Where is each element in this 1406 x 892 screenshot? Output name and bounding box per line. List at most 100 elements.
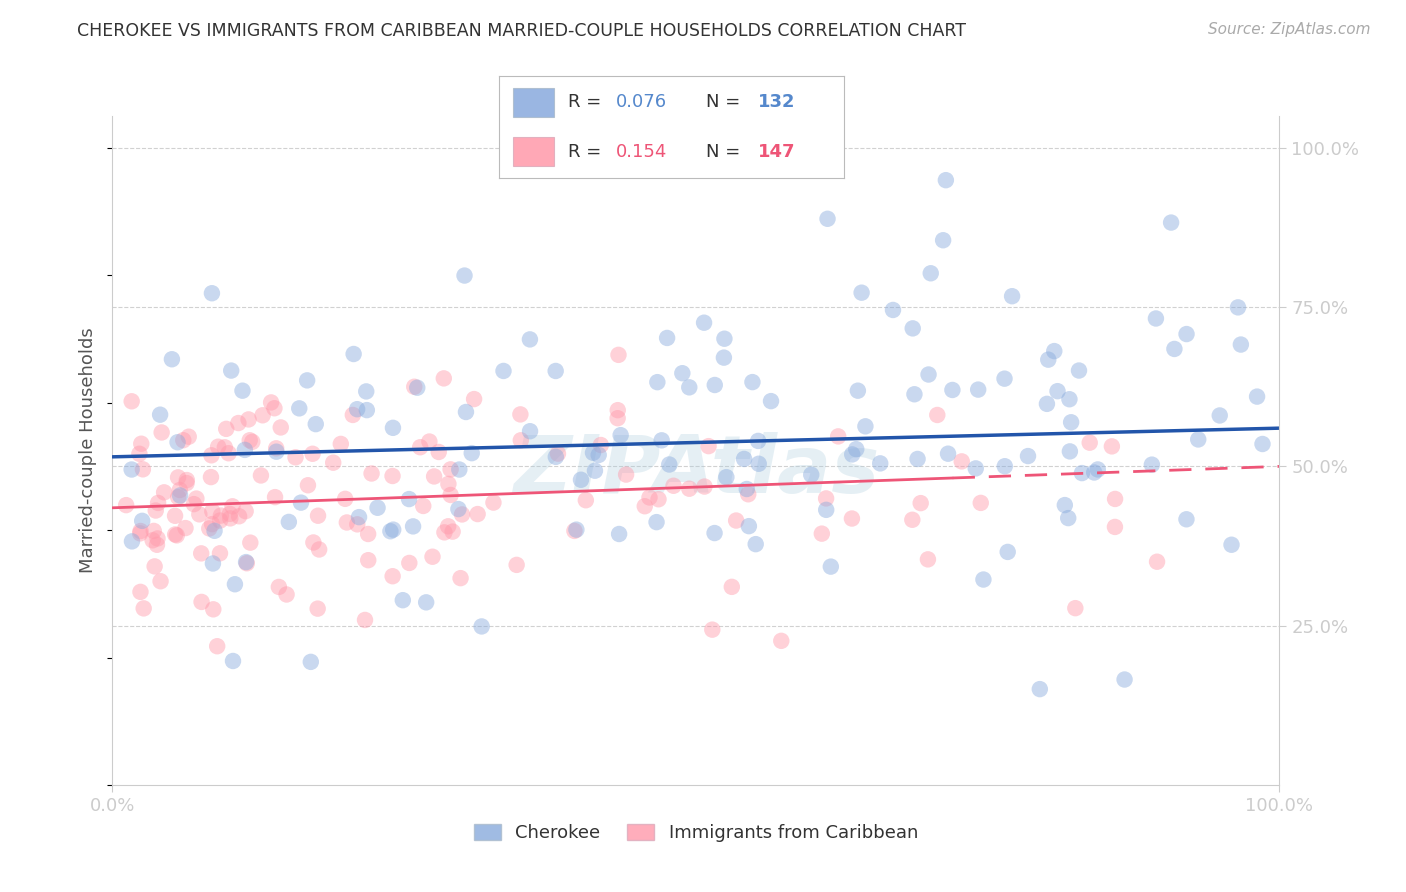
Point: [614, 467, 637, 482]
Point: [131, 514, 153, 528]
Point: [132, 462, 155, 476]
Point: [240, 434, 263, 449]
Point: [204, 524, 226, 538]
Point: [415, 595, 437, 609]
Point: [841, 511, 863, 525]
Point: [381, 421, 404, 435]
Point: [1057, 511, 1080, 525]
Point: [1160, 216, 1182, 230]
Point: [146, 532, 169, 546]
Point: [342, 408, 364, 422]
Point: [382, 523, 405, 537]
Point: [308, 542, 330, 557]
Point: [121, 394, 143, 409]
Point: [569, 473, 592, 487]
Point: [716, 470, 738, 484]
Point: [564, 524, 586, 538]
Point: [1140, 458, 1163, 472]
Point: [449, 462, 471, 476]
Point: [565, 523, 588, 537]
Point: [201, 286, 224, 301]
Point: [855, 419, 877, 434]
Point: [747, 434, 769, 448]
Point: [276, 587, 298, 601]
Point: [165, 527, 187, 541]
Point: [748, 457, 770, 471]
Point: [354, 613, 377, 627]
Point: [935, 173, 957, 187]
Point: [1071, 466, 1094, 480]
Point: [356, 403, 378, 417]
Point: [1017, 449, 1039, 463]
Point: [827, 429, 849, 443]
Point: [404, 380, 426, 394]
Point: [149, 574, 172, 589]
Point: [454, 405, 477, 419]
Point: [145, 503, 167, 517]
Point: [219, 363, 242, 377]
Point: [143, 559, 166, 574]
Point: [115, 498, 138, 512]
Text: Source: ZipAtlas.com: Source: ZipAtlas.com: [1208, 22, 1371, 37]
Point: [165, 508, 187, 523]
Point: [302, 535, 325, 549]
Point: [167, 470, 190, 484]
Point: [901, 321, 924, 335]
Point: [1175, 512, 1198, 526]
Point: [208, 546, 231, 560]
Point: [505, 558, 527, 572]
Point: [589, 438, 612, 452]
Text: N =: N =: [706, 144, 745, 161]
Point: [1046, 384, 1069, 399]
Point: [209, 508, 232, 523]
Point: [965, 461, 987, 475]
Point: [121, 534, 143, 549]
Point: [346, 517, 368, 532]
Point: [607, 348, 630, 362]
Point: [437, 476, 460, 491]
Point: [903, 387, 925, 401]
Point: [1064, 601, 1087, 615]
Point: [733, 451, 755, 466]
Point: [693, 479, 716, 493]
Point: [224, 577, 246, 591]
Point: [972, 573, 994, 587]
Point: [920, 266, 942, 280]
Y-axis label: Married-couple Households: Married-couple Households: [79, 327, 97, 574]
Point: [266, 444, 288, 458]
Point: [519, 424, 541, 438]
Point: [270, 420, 292, 434]
Point: [142, 524, 165, 538]
Point: [634, 500, 657, 514]
Text: 0.076: 0.076: [616, 93, 668, 111]
Text: 132: 132: [758, 93, 794, 111]
Point: [218, 507, 240, 521]
Point: [950, 454, 973, 468]
Point: [129, 524, 152, 538]
Point: [451, 508, 474, 522]
Point: [575, 493, 598, 508]
Point: [1146, 555, 1168, 569]
Point: [1067, 363, 1090, 377]
Point: [277, 515, 299, 529]
Point: [418, 434, 440, 449]
Point: [851, 285, 873, 300]
Point: [215, 422, 238, 436]
Point: [815, 503, 838, 517]
Point: [128, 447, 150, 461]
Point: [176, 476, 198, 491]
Point: [1083, 466, 1105, 480]
Point: [205, 639, 228, 653]
Point: [662, 479, 685, 493]
Point: [409, 440, 432, 454]
Point: [354, 384, 377, 399]
Point: [169, 483, 191, 497]
Text: 0.154: 0.154: [616, 144, 668, 161]
Point: [357, 553, 380, 567]
Point: [142, 533, 165, 548]
Point: [1246, 390, 1268, 404]
Point: [307, 601, 329, 615]
Point: [737, 487, 759, 501]
Point: [1220, 538, 1243, 552]
Point: [166, 435, 188, 450]
